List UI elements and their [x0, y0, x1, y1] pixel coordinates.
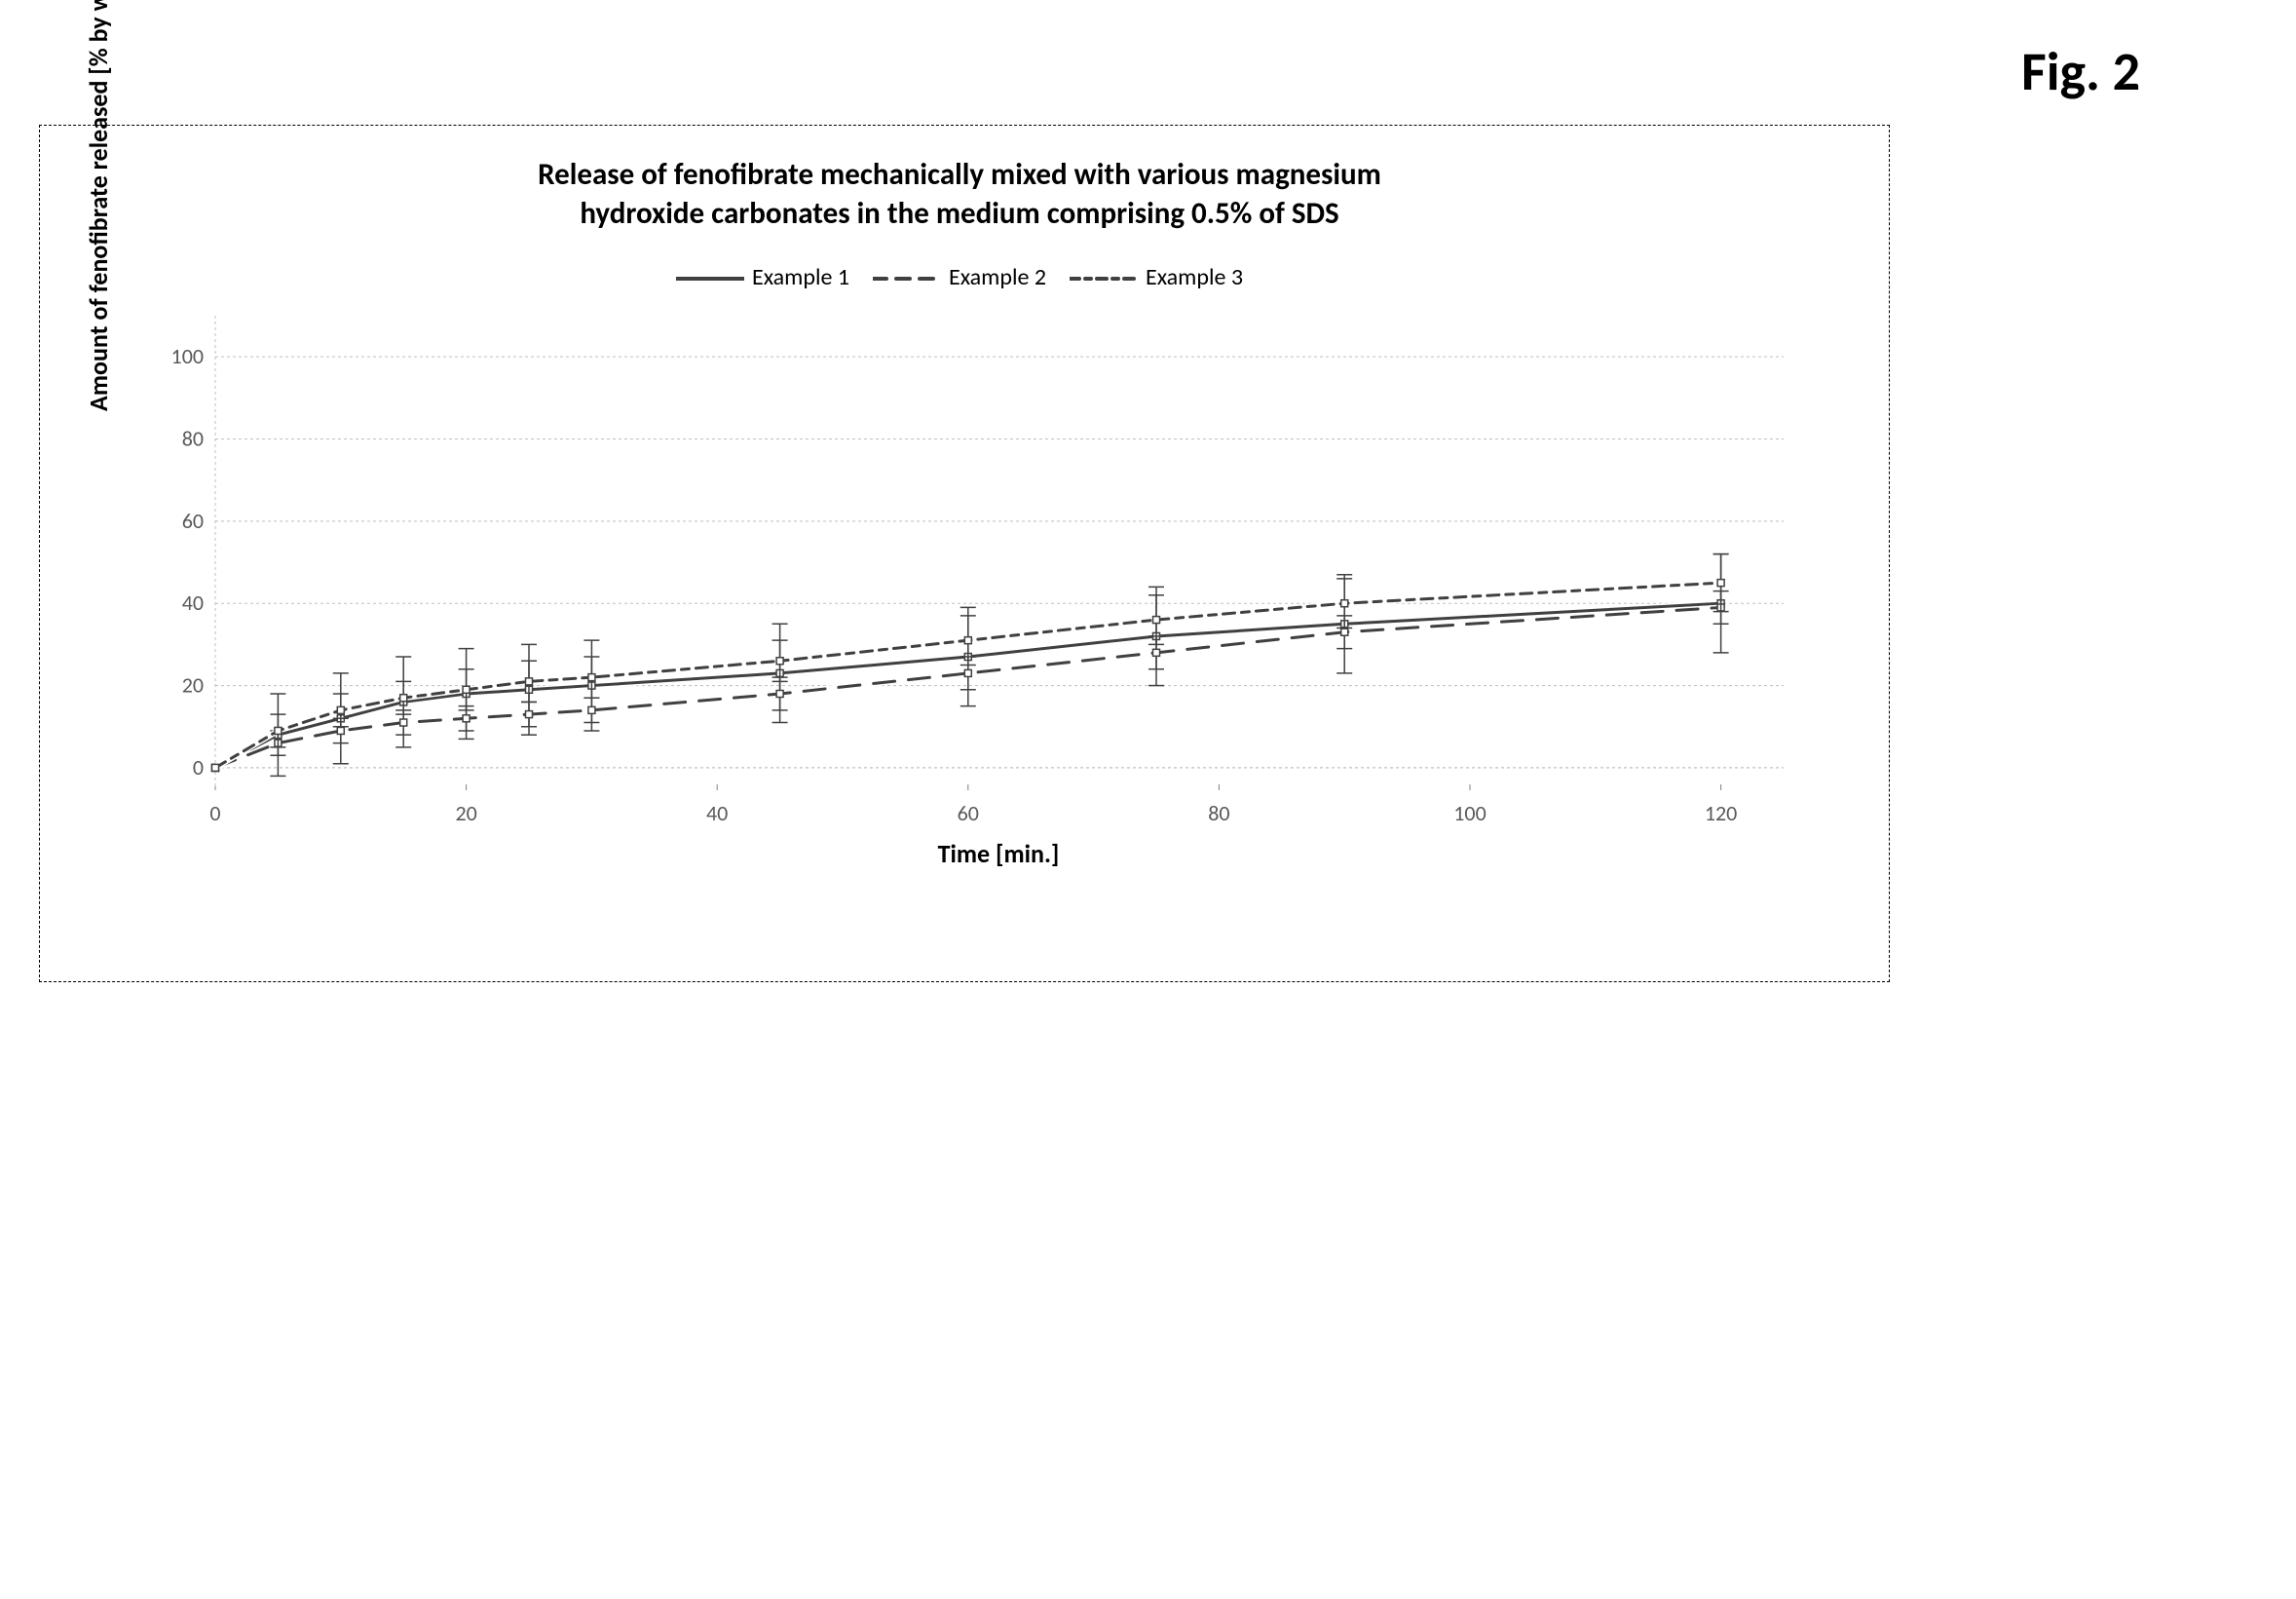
svg-text:60: 60	[958, 800, 979, 826]
legend-swatch	[676, 273, 744, 285]
legend-label: Example 3	[1146, 263, 1243, 291]
legend-item: Example 1	[676, 263, 849, 291]
legend-item: Example 2	[873, 263, 1046, 291]
svg-text:120: 120	[1705, 800, 1737, 826]
svg-text:0: 0	[209, 800, 220, 826]
legend-item: Example 3	[1070, 263, 1243, 291]
legend-swatch	[873, 273, 941, 285]
legend: Example 1 Example 2 Example 3	[69, 263, 1850, 291]
figure-label: Fig. 2	[39, 39, 2140, 105]
svg-text:100: 100	[1453, 800, 1486, 826]
svg-text:60: 60	[182, 507, 204, 533]
svg-text:80: 80	[1208, 800, 1229, 826]
chart-container: Release of fenofibrate mechanically mixe…	[39, 125, 1890, 982]
y-axis-title: Amount of fenofibrate released [% by wei…	[83, 0, 114, 411]
svg-text:100: 100	[171, 343, 204, 369]
svg-text:40: 40	[182, 590, 204, 616]
x-axis-title: Time [min.]	[147, 838, 1850, 869]
chart-title-line2: hydroxide carbonates in the medium compr…	[580, 195, 1338, 232]
chart-title: Release of fenofibrate mechanically mixe…	[69, 155, 1850, 234]
svg-text:0: 0	[193, 754, 204, 780]
chart-svg: 0 20 40 60 80 100 0 20 40 60 80 100 120	[147, 306, 1803, 832]
svg-text:80: 80	[182, 425, 204, 451]
svg-text:20: 20	[455, 800, 476, 826]
plot-area: Amount of fenofibrate released [% by wei…	[147, 306, 1850, 869]
chart-title-line1: Release of fenofibrate mechanically mixe…	[538, 156, 1381, 193]
legend-swatch	[1070, 273, 1138, 285]
legend-label: Example 2	[949, 263, 1046, 291]
svg-text:40: 40	[706, 800, 728, 826]
svg-text:20: 20	[182, 671, 204, 698]
legend-label: Example 1	[752, 263, 849, 291]
